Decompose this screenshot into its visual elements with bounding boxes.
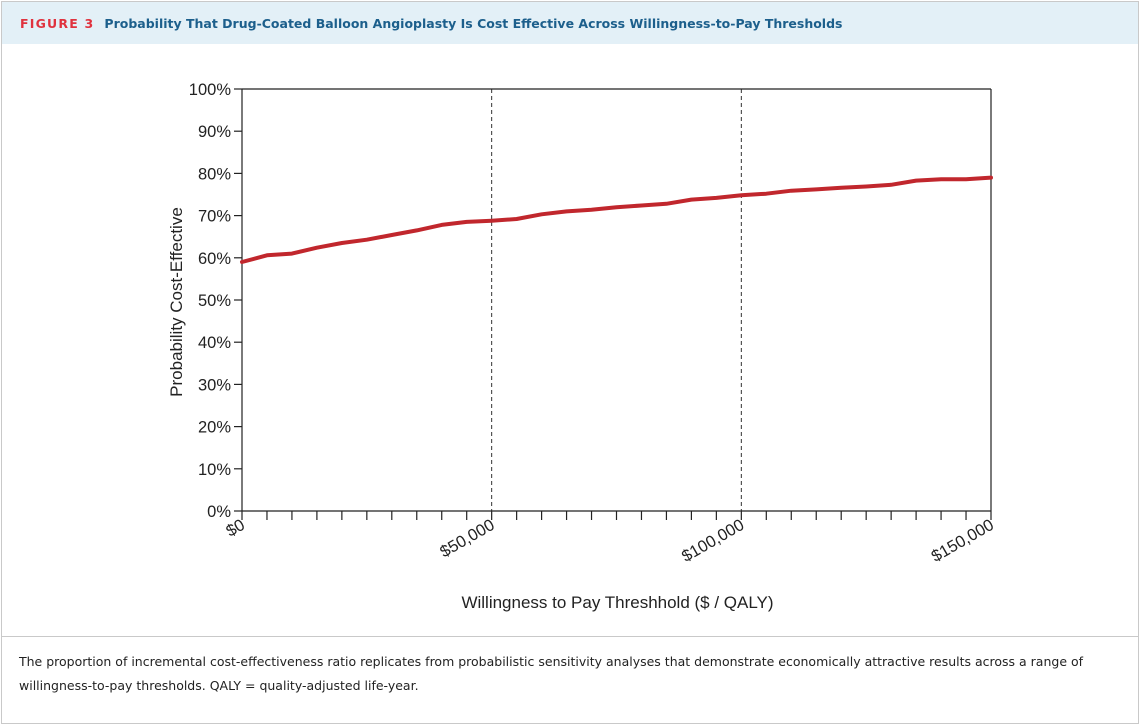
y-ticks: 0% 10% 20% 30% 40% 50% 60% 70% 80% 90% 100%: [189, 81, 242, 521]
series-line: [240, 175, 993, 264]
y-tick-label: 50%: [198, 292, 231, 310]
y-tick-label: 90%: [198, 123, 231, 141]
x-axis-title: Willingness to Pay Threshhold ($ / QALY): [461, 593, 773, 612]
caption-divider: [2, 636, 1138, 637]
figure-title: Probability That Drug-Coated Balloon Ang…: [104, 15, 843, 31]
y-tick-label: 60%: [198, 250, 231, 268]
y-tick-label: 10%: [198, 461, 231, 479]
x-ticks: $0 $50,000 $100,000 $150,000: [223, 511, 997, 566]
figure-label: FIGURE 3: [20, 15, 95, 31]
y-tick-label: 100%: [189, 81, 232, 99]
figure-caption: The proportion of incremental cost-effec…: [19, 654, 1084, 693]
y-tick-label: 40%: [198, 334, 231, 352]
y-axis-title: Probability Cost-Effective: [167, 207, 186, 397]
line-chart: 0%10%20%30%40%50%60%70%80%90%100% $0 $50,…: [167, 81, 997, 612]
x-tick-label: $150,000: [928, 516, 997, 566]
y-tick-label: 20%: [198, 419, 231, 437]
chart-area: 0% 10% 20% 30% 40% 50% 60% 70% 80% 90% 100% $0 $50,…: [2, 44, 1138, 636]
y-tick-label: 80%: [198, 165, 231, 183]
y-tick-label: 70%: [198, 208, 231, 226]
figure-header: FIGURE 3 Probability That Drug-Coated Ba…: [2, 2, 1138, 44]
x-tick-label: $100,000: [679, 516, 748, 566]
x-tick-label: $50,000: [437, 516, 498, 561]
y-tick-label: 30%: [198, 376, 231, 394]
reference-lines: [491, 89, 742, 511]
y-tick-label: 0%: [207, 503, 231, 521]
series-layer: [240, 175, 993, 264]
axes: [241, 88, 992, 512]
